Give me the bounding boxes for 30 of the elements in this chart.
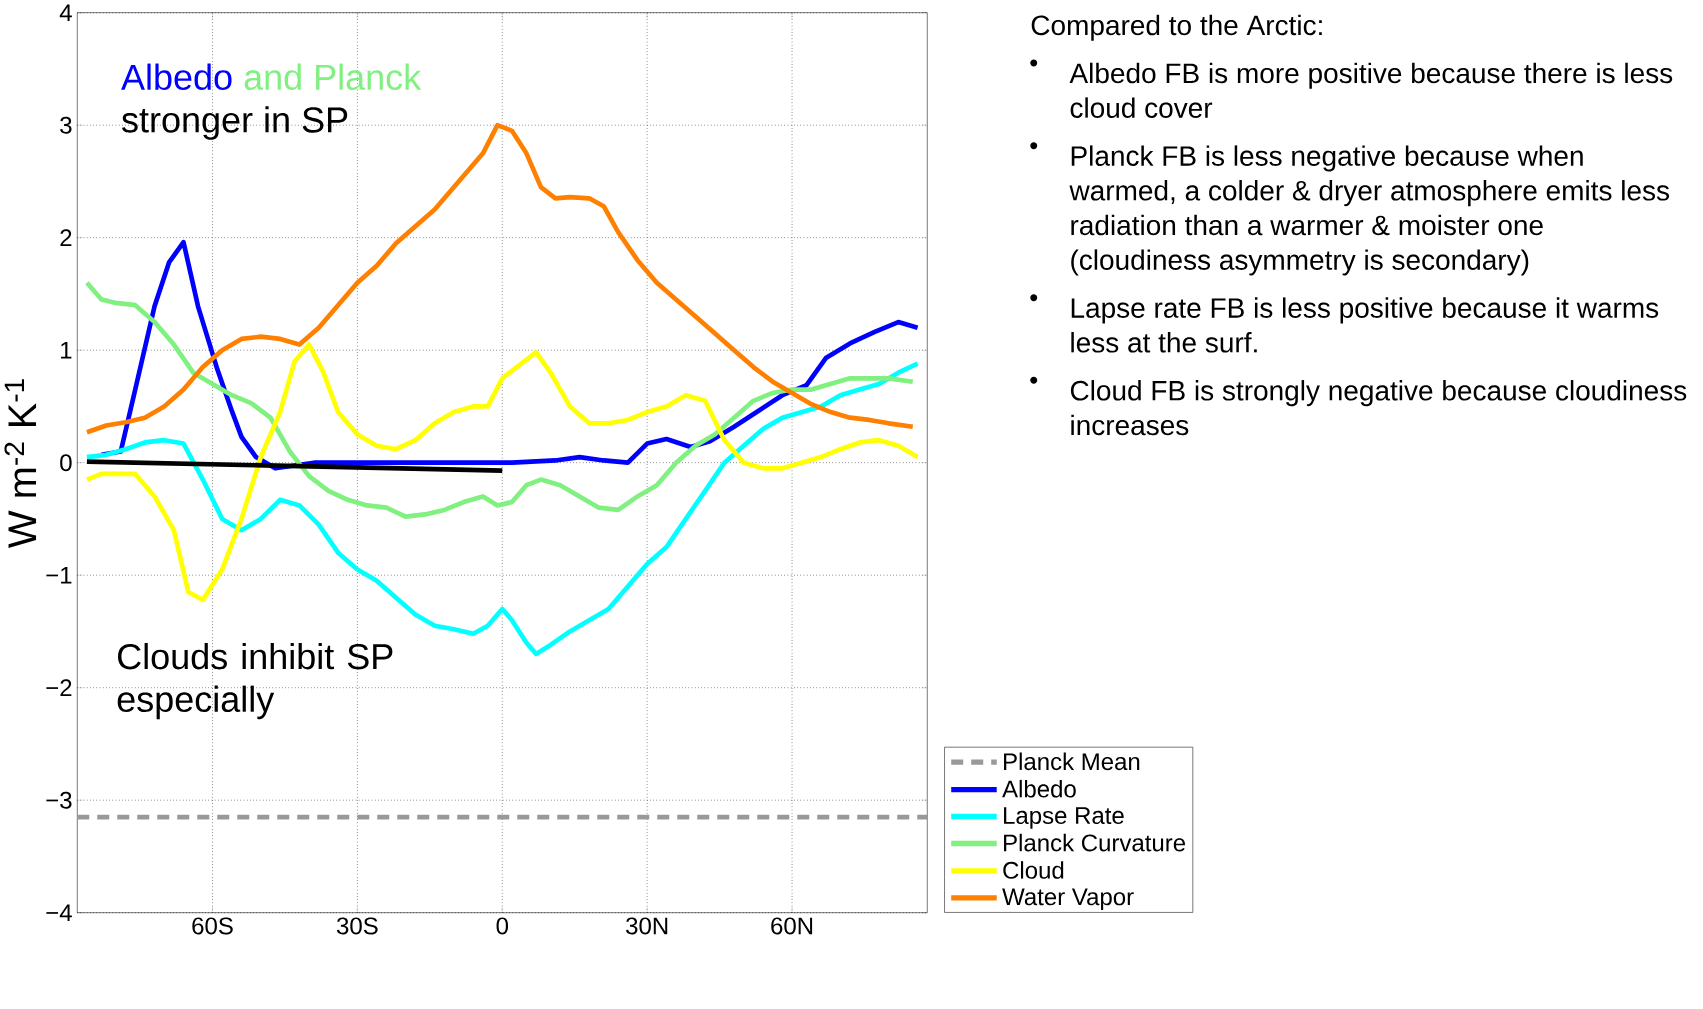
y-tick-label: 3 — [60, 116, 72, 134]
text: Planck FB is less negative because when warmed, a colder & dryer atmosphere emits less radiation than a warmer & moister one (cloudiness asymmetry is secondary) — [1069, 145, 1670, 276]
y-tick-label: −2 — [46, 679, 72, 696]
legend-label: Lapse Rate — [1004, 807, 1124, 829]
x-tick-label: 60N — [771, 917, 813, 935]
annotation: Albedo — [121, 63, 232, 90]
text: Albedo FB is more positive because there is less cloud cover — [1069, 62, 1673, 118]
y-tick-label: −3 — [46, 791, 72, 809]
text: Compared to the Arctic: — [1031, 14, 1322, 41]
y-tick-label: 4 — [59, 4, 72, 21]
annotation: Clouds inhibit SP especially — [117, 642, 393, 719]
legend-label: Planck Curvature — [1004, 833, 1186, 852]
text: Cloud FB is strongly negative because cloudiness increases — [1070, 379, 1687, 436]
legend-label: Water Vapor — [1002, 888, 1134, 910]
x-tick-label: 0 — [496, 917, 509, 935]
y-tick-label: −1 — [46, 566, 72, 584]
x-tick-label: 30N — [626, 917, 668, 935]
legend-label: Cloud — [1003, 860, 1064, 879]
x-tick-label: 60S — [192, 917, 233, 935]
legend-label: Albedo — [1002, 779, 1076, 798]
annotation: stronger in SP — [122, 106, 348, 140]
y-tick-label: 1 — [61, 341, 72, 359]
x-tick-label: 30S — [336, 917, 378, 935]
y-tick-label: −4 — [46, 904, 72, 921]
legend-label: Planck Mean — [1004, 752, 1140, 770]
y-tick-label: 0 — [60, 453, 72, 471]
y-axis-title: W m$^{-2}$ K$^{-1}$ — [4, 378, 37, 548]
text: Lapse rate FB is less positive because it warms less at the surf. — [1071, 297, 1659, 353]
y-tick-label: 2 — [60, 229, 72, 246]
annotation: and Planck — [244, 63, 422, 90]
